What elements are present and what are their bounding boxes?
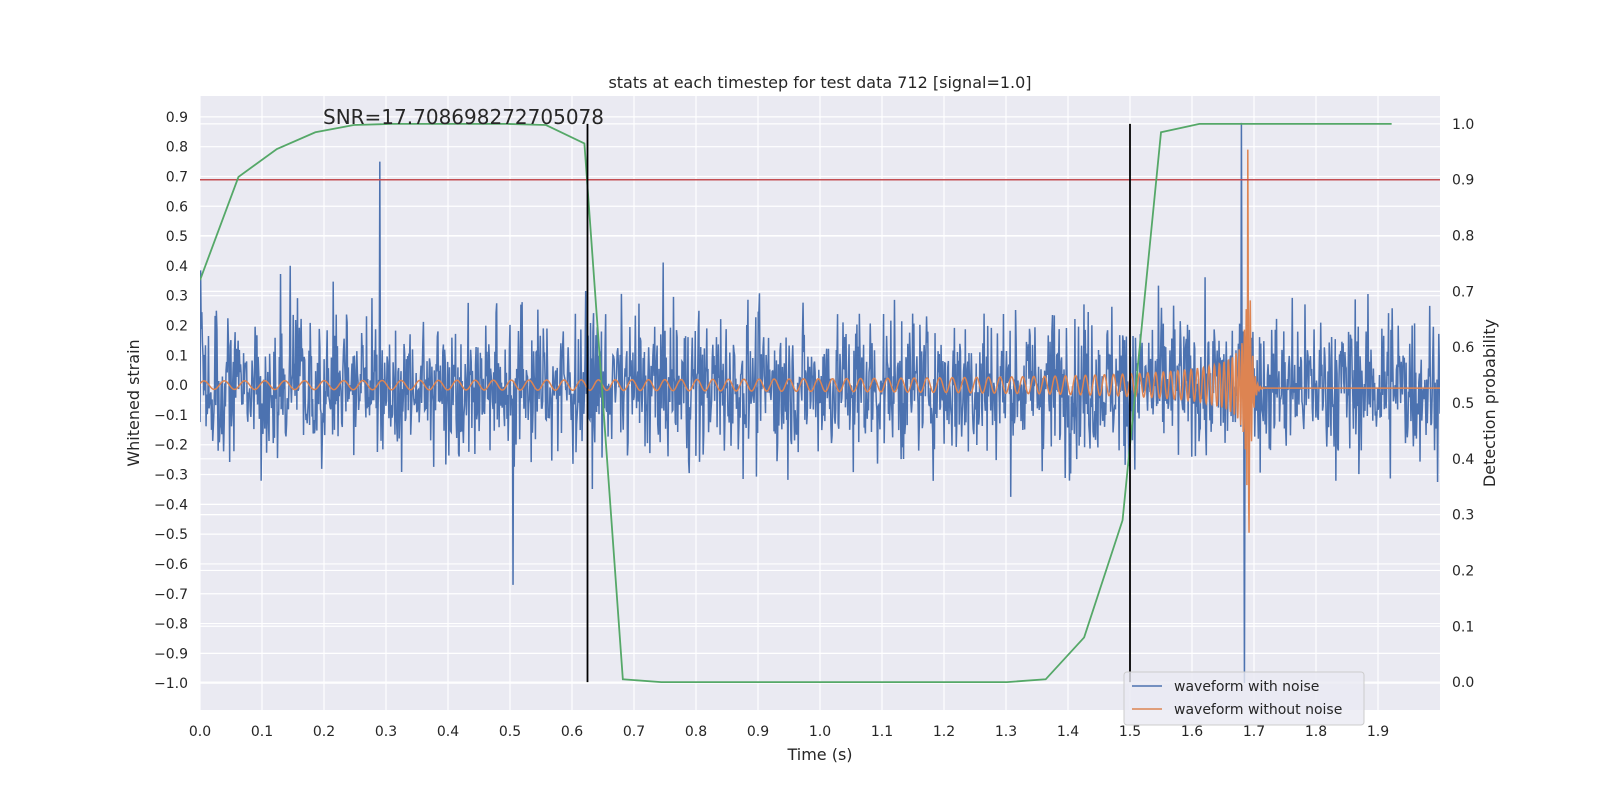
x-tick-label: 0.4 [437,724,459,740]
x-tick-label: 1.8 [1305,724,1327,740]
y-right-tick-label: 0.8 [1452,229,1474,245]
x-tick-label: 1.0 [809,724,831,740]
y-left-tick-label: −0.1 [154,408,188,424]
x-tick-label: 0.0 [189,724,211,740]
y-left-tick-label: −0.4 [154,497,188,513]
x-axis-label: Time (s) [786,745,852,764]
y-left-tick-label: 0.8 [166,140,188,156]
x-tick-label: 0.7 [623,724,645,740]
y-left-tick-label: 0.0 [166,378,188,394]
x-tick-label: 0.6 [561,724,583,740]
legend-label-clean: waveform without noise [1174,702,1342,718]
y-left-tick-label: −0.7 [154,587,188,603]
x-tick-label: 1.4 [1057,724,1079,740]
y-left-tick-label: −0.9 [154,646,188,662]
x-tick-label: 0.9 [747,724,769,740]
y-left-tick-label: 0.3 [166,289,188,305]
x-tick-label: 0.5 [499,724,521,740]
y-left-tick-label: 0.9 [166,110,188,126]
legend-label-noise: waveform with noise [1174,679,1319,695]
y-right-tick-label: 0.7 [1452,284,1474,300]
y-left-tick-label: 0.1 [166,348,188,364]
x-tick-label: 1.1 [871,724,893,740]
x-tick-label: 1.9 [1367,724,1389,740]
y-right-tick-label: 0.3 [1452,508,1474,524]
y-left-tick-label: −0.3 [154,468,188,484]
y-right-tick-label: 0.9 [1452,173,1474,189]
x-tick-labels: 0.0 0.1 0.2 0.3 0.4 0.5 0.6 0.7 0.8 0.9 1.0 1.1 1.2 1… [189,724,1389,740]
x-tick-label: 0.1 [251,724,273,740]
y-right-tick-label: 0.6 [1452,340,1474,356]
series-detection-probability [200,123,1392,683]
legend: waveform with noise waveform without noi… [1123,671,1365,726]
y-left-tick-label: −0.6 [154,557,188,573]
chart-title: stats at each timestep for test data 712… [608,73,1031,92]
series-waveform-without-noise [200,149,1440,533]
y-left-tick-label: −1.0 [154,676,188,692]
snr-annotation: SNR=17.708698272705078 [323,105,604,129]
x-tick-label: 1.6 [1181,724,1203,740]
x-tick-label: 1.7 [1243,724,1265,740]
y-right-tick-label: 0.5 [1452,396,1474,412]
y-right-tick-labels: 1.0 0.9 0.8 0.7 0.6 0.5 0.4 0.3 0.2 0.1 0.0 [1452,117,1474,691]
y-right-tick-label: 0.1 [1452,619,1474,635]
y-right-tick-label: 1.0 [1452,117,1474,133]
y-axis-label-right: Detection probability [1480,319,1499,487]
y-right-tick-label: 0.2 [1452,563,1474,579]
y-left-tick-label: −0.8 [154,617,188,633]
y-left-tick-label: −0.2 [154,438,188,454]
y-right-tick-label: 0.4 [1452,452,1474,468]
y-left-tick-label: 0.4 [166,259,188,275]
x-tick-label: 0.2 [313,724,335,740]
plot-series [200,122,1440,684]
x-tick-label: 0.3 [375,724,397,740]
x-tick-label: 1.2 [933,724,955,740]
y-left-tick-label: 0.6 [166,199,188,215]
y-left-tick-labels: 0.9 0.8 0.7 0.6 0.5 0.4 0.3 0.2 0.1 0.0 −0.1 −0.2 −0… [154,110,188,692]
x-tick-label: 1.3 [995,724,1017,740]
y-left-tick-label: −0.5 [154,527,188,543]
y-right-tick-label: 0.0 [1452,675,1474,691]
y-left-tick-label: 0.2 [166,319,188,335]
y-left-tick-label: 0.5 [166,229,188,245]
x-tick-label: 0.8 [685,724,707,740]
x-tick-label: 1.5 [1119,724,1141,740]
y-axis-label-left: Whitened strain [124,339,143,466]
y-left-tick-label: 0.7 [166,169,188,185]
legend-box [1123,671,1365,726]
